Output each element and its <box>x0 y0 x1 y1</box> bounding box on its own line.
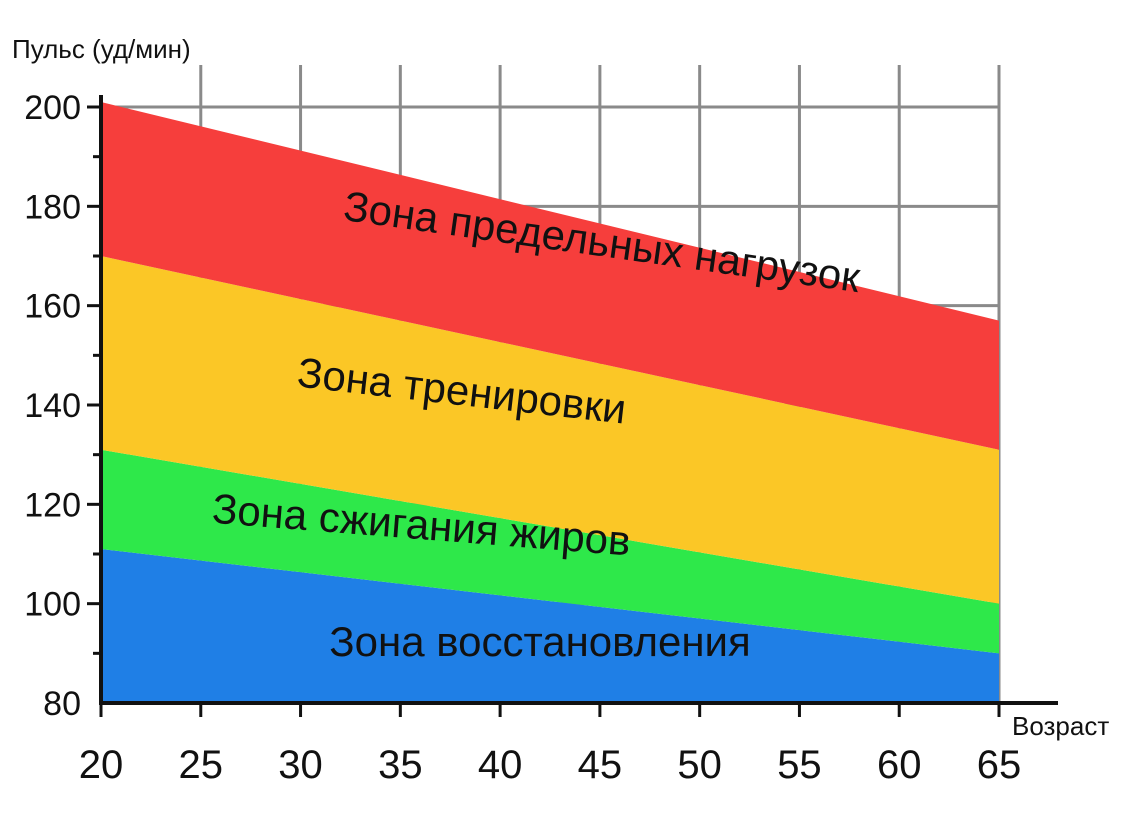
x-tick-label-25: 25 <box>179 743 224 787</box>
zone-band-4 <box>101 102 999 450</box>
zone-band-1 <box>101 549 999 703</box>
y-tick-label-120: 120 <box>24 486 81 524</box>
x-tick-label-60: 60 <box>877 743 922 787</box>
y-tick-label-100: 100 <box>24 586 81 624</box>
zone-label-1: Зона восстановления <box>329 618 750 665</box>
axes <box>87 95 1058 717</box>
zone-band-3 <box>101 256 999 604</box>
x-tick-label-40: 40 <box>478 743 523 787</box>
x-tick-label-65: 65 <box>977 743 1022 787</box>
x-tick-label-20: 20 <box>79 743 124 787</box>
x-tick-label-45: 45 <box>578 743 623 787</box>
y-tick-label-80: 80 <box>43 685 81 723</box>
y-tick-label-180: 180 <box>24 188 81 226</box>
y-tick-label-200: 200 <box>24 89 81 127</box>
x-tick-label-35: 35 <box>378 743 423 787</box>
y-tick-label-160: 160 <box>24 288 81 326</box>
zones <box>101 102 999 703</box>
x-tick-label-30: 30 <box>278 743 323 787</box>
tick-labels: 80 100 120 140 160 180 200 20 25 30 35 40 45 50 55 60 65 <box>24 89 1021 787</box>
x-tick-label-50: 50 <box>677 743 722 787</box>
zone-band-2 <box>101 449 999 654</box>
x-axis-title: Возраст <box>1012 711 1109 741</box>
x-tick-label-55: 55 <box>777 743 822 787</box>
y-tick-label-140: 140 <box>24 387 81 425</box>
y-axis-title: Пульс (уд/мин) <box>12 34 191 64</box>
